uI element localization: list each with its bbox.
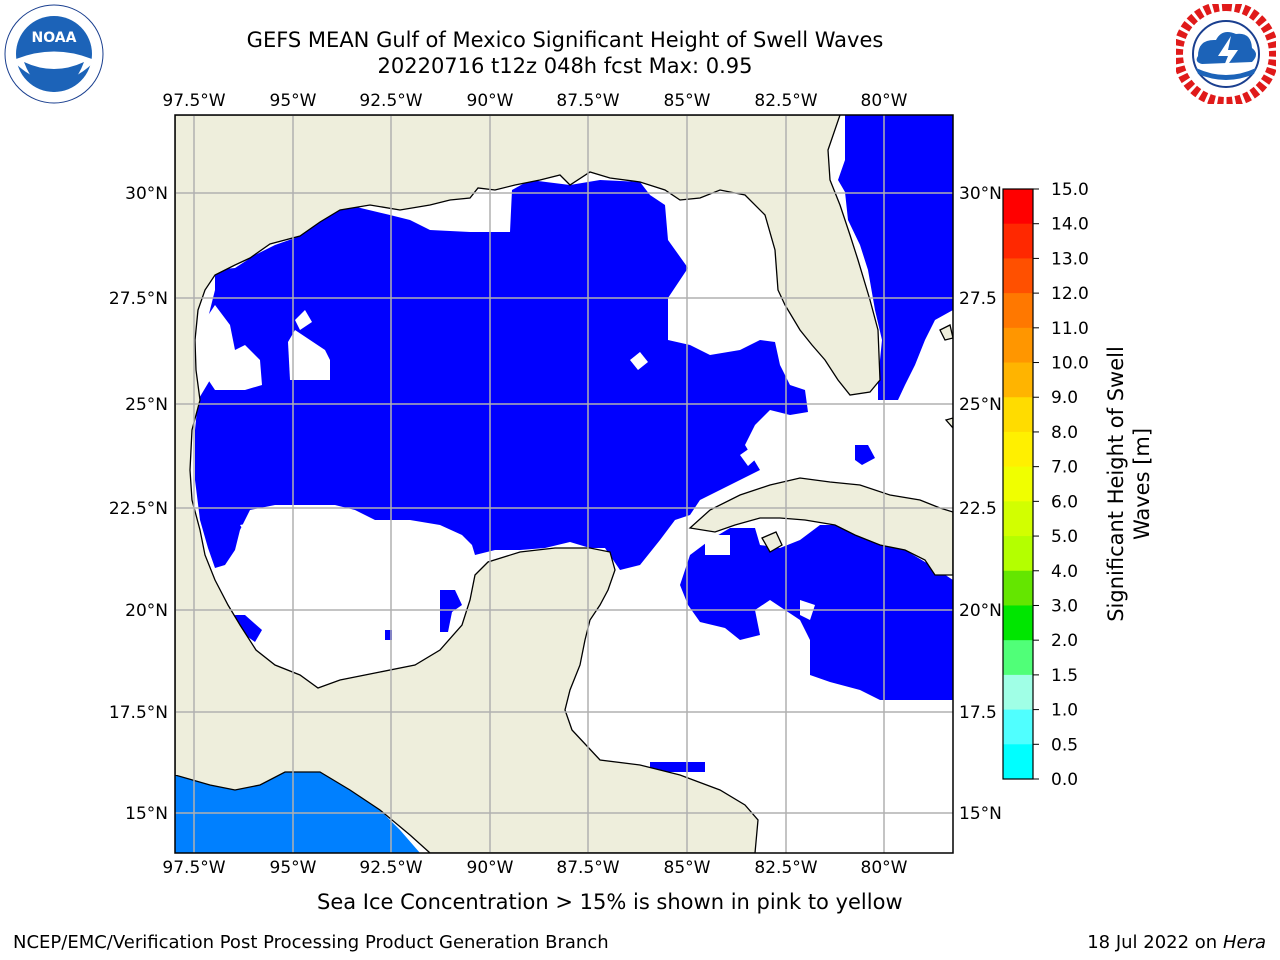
lat-label: 17.5°N: [109, 703, 168, 723]
lon-label: 87.5°W: [556, 91, 619, 111]
lon-label: 85°W: [664, 91, 711, 111]
colorbar-tick-label: 15.0: [1051, 180, 1089, 200]
colorbar-tick-label: 3.0: [1051, 596, 1078, 616]
colorbar-tick-label: 0.5: [1051, 735, 1078, 755]
colorbar-frame: [1002, 188, 1034, 780]
colorbar-bin: [1003, 362, 1033, 398]
colorbar-tick-label: 14.0: [1051, 215, 1089, 235]
colorbar-tick-label: 1.0: [1051, 701, 1078, 721]
chart-subtitle: 20220716 t12z 048h fcst Max: 0.95: [377, 54, 753, 78]
lat-label: 17.5: [959, 703, 997, 723]
lon-label: 90°W: [467, 91, 514, 111]
lat-label: 15°N: [125, 804, 168, 824]
chart-title: GEFS MEAN Gulf of Mexico Significant Hei…: [246, 28, 884, 52]
lon-label: 80°W: [861, 858, 908, 878]
lat-label: 22.5°N: [109, 499, 168, 519]
lat-label: 27.5: [959, 289, 997, 309]
colorbar-bin: [1003, 605, 1033, 641]
colorbar-label-line1: Significant Height of Swell: [1104, 346, 1128, 622]
credit-host: Hera: [1222, 932, 1266, 953]
lon-label: 97.5°W: [162, 91, 225, 111]
colorbar-bin: [1003, 223, 1033, 259]
credit-branch: NCEP/EMC/Verification Post Processing Pr…: [13, 932, 609, 953]
colorbar-bin: [1003, 293, 1033, 329]
lon-label: 90°W: [467, 858, 514, 878]
colorbar-bin: [1003, 570, 1033, 606]
lat-label: 20°N: [125, 601, 168, 621]
lon-label: 95°W: [270, 858, 317, 878]
colorbar-tick-label: 2.0: [1051, 631, 1078, 651]
colorbar-bin: [1003, 189, 1033, 225]
colorbar-tick-label: 10.0: [1051, 354, 1089, 374]
lat-label: 25°N: [959, 395, 1002, 415]
noaa-logo: NOAA: [4, 4, 104, 104]
colorbar-label-line2: Waves [m]: [1130, 428, 1154, 540]
colorbar-tick-label: 11.0: [1051, 319, 1089, 339]
graticule: [175, 115, 953, 853]
colorbar-bin: [1003, 536, 1033, 572]
colorbar-tick-label: 6.0: [1051, 492, 1078, 512]
credit-date: 18 Jul 2022 on Hera: [1087, 932, 1266, 953]
lat-label: 20°N: [959, 601, 1002, 621]
lon-label: 87.5°W: [556, 858, 619, 878]
land-masses: [175, 115, 953, 853]
lon-labels-bottom: 97.5°W 95°W 92.5°W 90°W 87.5°W 85°W 82.5…: [162, 858, 907, 878]
colorbar-tick-label: 13.0: [1051, 249, 1089, 269]
lon-label: 85°W: [664, 858, 711, 878]
lon-label: 82.5°W: [754, 91, 817, 111]
colorbar-bin: [1003, 258, 1033, 294]
colorbar-tick-label: 8.0: [1051, 423, 1078, 443]
colorbar-tick-label: 7.0: [1051, 458, 1078, 478]
lat-label: 22.5: [959, 499, 997, 519]
swell-field-gaps: [205, 285, 815, 620]
colorbar-tick-label: 5.0: [1051, 527, 1078, 547]
lon-label: 92.5°W: [359, 91, 422, 111]
colorbar-tick-label: 0.0: [1051, 770, 1078, 790]
lon-label: 97.5°W: [162, 858, 225, 878]
nws-logo: [1176, 4, 1276, 104]
lon-label: 95°W: [270, 91, 317, 111]
colorbar-bin: [1003, 744, 1033, 780]
credit-date-text: 18 Jul 2022 on: [1087, 932, 1223, 953]
lon-label: 82.5°W: [754, 858, 817, 878]
lon-label: 92.5°W: [359, 858, 422, 878]
colorbar-bin: [1003, 431, 1033, 468]
sea-ice-note: Sea Ice Concentration > 15% is shown in …: [317, 890, 903, 914]
colorbar-bin: [1003, 327, 1033, 364]
colorbar: 15.0 14.0 13.0 12.0 11.0 10.0 9.0 8.0 7.0 6.0 5.0 4…: [1002, 180, 1154, 790]
lat-labels-left: 30°N 27.5°N 25°N 22.5°N 20°N 17.5°N 15°N: [109, 184, 168, 824]
lon-labels-top: 97.5°W 95°W 92.5°W 90°W 87.5°W 85°W 82.5…: [162, 91, 907, 111]
colorbar-bin: [1003, 397, 1033, 433]
lat-labels-right: 30°N 27.5 25°N 22.5 20°N 17.5 15°N: [959, 184, 1002, 824]
map-frame: [174, 114, 954, 854]
lat-label: 30°N: [959, 184, 1002, 204]
lon-label: 80°W: [861, 91, 908, 111]
colorbar-bin: [1003, 674, 1033, 711]
colorbar-bins: [1003, 189, 1033, 780]
colorbar-tick-label: 1.5: [1051, 666, 1078, 686]
lat-label: 25°N: [125, 395, 168, 415]
lat-label: 30°N: [125, 184, 168, 204]
svg-text:NOAA: NOAA: [32, 30, 77, 46]
colorbar-bin: [1003, 640, 1033, 676]
colorbar-bin: [1003, 501, 1033, 537]
colorbar-ticks: 15.0 14.0 13.0 12.0 11.0 10.0 9.0 8.0 7.0 6.0 5.0 4…: [1033, 180, 1089, 790]
colorbar-tick-label: 9.0: [1051, 388, 1078, 408]
colorbar-tick-label: 4.0: [1051, 562, 1078, 582]
colorbar-bin: [1003, 466, 1033, 502]
lat-label: 15°N: [959, 804, 1002, 824]
colorbar-tick-label: 12.0: [1051, 284, 1089, 304]
colorbar-bin: [1003, 709, 1033, 745]
lat-label: 27.5°N: [109, 289, 168, 309]
